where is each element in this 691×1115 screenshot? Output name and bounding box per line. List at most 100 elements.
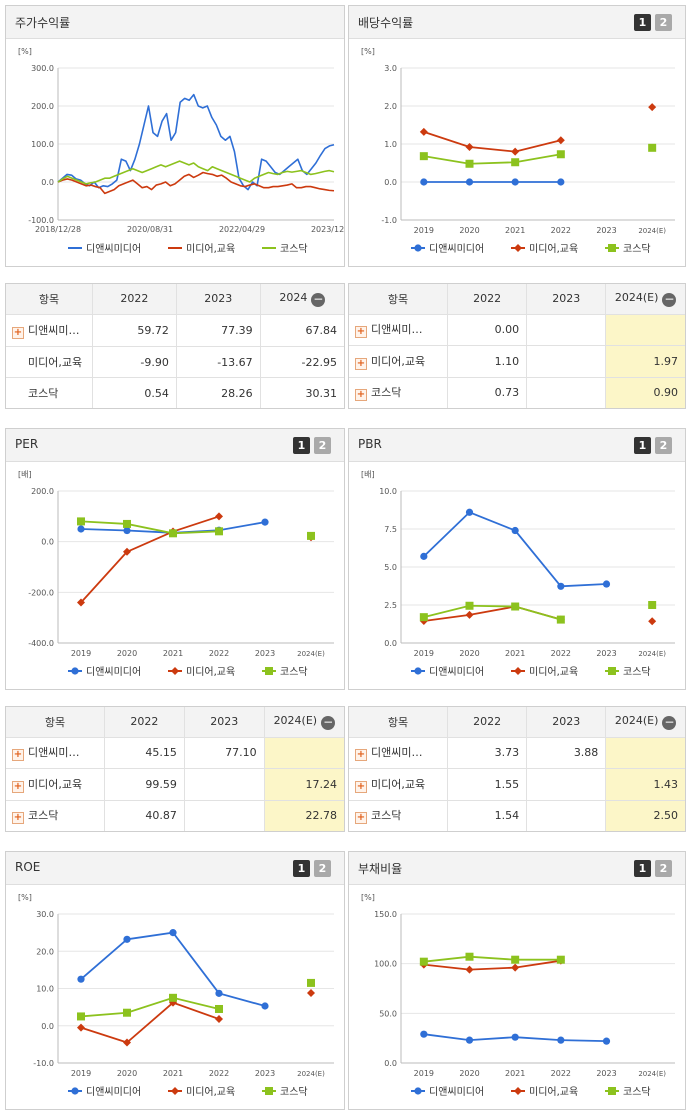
table-cell: 1.10 bbox=[447, 345, 528, 378]
data-point-kosdaq bbox=[511, 602, 520, 611]
table-row: 코스닥 0.54 28.26 30.31 bbox=[6, 377, 344, 408]
panel-title: PBR bbox=[358, 437, 382, 451]
table-header-year: 2023 bbox=[526, 284, 607, 315]
expand-icon[interactable]: + bbox=[355, 389, 367, 402]
row-label-text: 디앤씨미… bbox=[371, 746, 423, 760]
series-line-media-education bbox=[80, 515, 220, 604]
row-label[interactable]: + 미디어,교육 bbox=[349, 768, 448, 801]
x-tick-label: 2019 bbox=[71, 1069, 91, 1078]
row-label-text: 코스닥 bbox=[371, 386, 402, 400]
x-tick-label: 2023 bbox=[255, 1069, 275, 1078]
y-tick-label: 10.0 bbox=[36, 985, 54, 994]
period-toggle-2-button[interactable]: 2 bbox=[655, 14, 672, 31]
expand-icon[interactable]: + bbox=[355, 812, 367, 825]
per-panel: PER 1 2 [배] 200.0 0.0 -200.0 -400.0 2019 2020 2… bbox=[5, 428, 345, 690]
y-tick-label: 300.0 bbox=[31, 64, 54, 73]
legend-label: 디앤씨미디어 bbox=[429, 243, 484, 255]
row-label[interactable]: + 디앤씨미… bbox=[6, 314, 93, 348]
row-label[interactable]: + 미디어,교육 bbox=[6, 768, 105, 801]
table-cell: 67.84 bbox=[260, 314, 344, 348]
data-point-kosdaq bbox=[419, 152, 428, 161]
row-label[interactable]: + 코스닥 bbox=[6, 800, 105, 831]
per-table: 항목 2022 2023 2024(E) − + 디앤씨미… 45.15 77.10… bbox=[5, 706, 345, 832]
data-point-dnc-media bbox=[420, 552, 428, 560]
y-tick-label: -100.0 bbox=[28, 216, 54, 225]
row-label[interactable]: + 미디어,교육 bbox=[349, 345, 448, 378]
series-line-kosdaq bbox=[423, 955, 561, 963]
period-toggle-1-button[interactable]: 1 bbox=[293, 437, 310, 454]
data-point-kosdaq bbox=[123, 519, 131, 528]
table-header-year: 2024(E) − bbox=[605, 707, 685, 738]
y-tick-label: 0.0 bbox=[41, 538, 54, 547]
data-point-media-education bbox=[215, 512, 223, 521]
legend-label: 코스닥 bbox=[623, 1086, 651, 1098]
period-toggle-2-button[interactable]: 2 bbox=[314, 860, 331, 877]
debt-ratio-chart: [%] 150.0 100.0 50.0 0.0 2019 2020 2021 2022 2023… bbox=[361, 893, 675, 1098]
table-cell: 0.54 bbox=[92, 377, 177, 408]
data-point-dnc-media bbox=[261, 1002, 269, 1010]
expand-icon[interactable]: + bbox=[355, 326, 367, 339]
x-tick-label: 2022 bbox=[551, 226, 571, 235]
row-label[interactable]: + 코스닥 bbox=[349, 800, 448, 831]
period-toggle-2-button[interactable]: 2 bbox=[655, 860, 672, 877]
axis-unit-label: [%] bbox=[18, 893, 32, 902]
row-label-text: 미디어,교육 bbox=[371, 777, 426, 791]
expand-icon[interactable]: + bbox=[355, 780, 367, 793]
x-tick-label: 2023/12/28 bbox=[311, 225, 344, 234]
data-point-kosdaq bbox=[215, 1004, 223, 1013]
row-label[interactable]: + 디앤씨미… bbox=[349, 314, 448, 347]
legend-label: 디앤씨미디어 bbox=[429, 666, 484, 678]
data-point-media-education bbox=[123, 547, 131, 556]
legend-label: 디앤씨미디어 bbox=[86, 1086, 141, 1098]
data-point-dnc-media bbox=[261, 518, 269, 526]
legend-marker bbox=[265, 1087, 273, 1095]
roe-panel: ROE 1 2 [%] 30.0 20.0 10.0 0.0 -10.0 2019 2020 2… bbox=[5, 851, 345, 1110]
period-toggle-1-button[interactable]: 1 bbox=[293, 860, 310, 877]
row-label[interactable]: + 디앤씨미… bbox=[6, 737, 105, 770]
period-toggle-1-button[interactable]: 1 bbox=[634, 860, 651, 877]
stock-return-panel: 주가수익률 [%] 300.0 200.0 100.0 0.0 -100.0 2018/12… bbox=[5, 5, 345, 267]
data-point-media-education bbox=[648, 103, 657, 112]
table-row: + 미디어,교육 99.59 17.24 bbox=[6, 768, 344, 801]
period-toggle-2-button[interactable]: 2 bbox=[655, 437, 672, 454]
row-label[interactable]: + 코스닥 bbox=[349, 377, 448, 408]
legend-label: 코스닥 bbox=[280, 1086, 308, 1098]
period-toggle-2-button[interactable]: 2 bbox=[314, 437, 331, 454]
period-toggle-1-button[interactable]: 1 bbox=[634, 437, 651, 454]
expand-icon[interactable]: + bbox=[355, 357, 367, 370]
data-point-kosdaq bbox=[511, 158, 520, 167]
data-point-dnc-media bbox=[420, 178, 428, 186]
table-cell-estimate: 0.90 bbox=[605, 377, 685, 408]
x-tick-label: 2022 bbox=[551, 1069, 571, 1078]
row-label-text: 디앤씨미… bbox=[371, 323, 423, 337]
period-toggle-1-button[interactable]: 1 bbox=[634, 14, 651, 31]
collapse-icon[interactable]: − bbox=[311, 291, 326, 307]
row-label-text: 코스닥 bbox=[28, 387, 59, 401]
legend-label: 디앤씨미디어 bbox=[86, 243, 141, 255]
data-point-media-education bbox=[556, 136, 565, 145]
collapse-icon[interactable]: − bbox=[321, 714, 336, 730]
expand-icon[interactable]: + bbox=[12, 780, 24, 793]
row-label[interactable]: + 디앤씨미… bbox=[349, 737, 448, 770]
collapse-icon[interactable]: − bbox=[662, 714, 677, 730]
data-point-kosdaq bbox=[419, 613, 428, 622]
data-point-kosdaq bbox=[556, 955, 565, 964]
panel-title: 주가수익률 bbox=[15, 16, 71, 30]
expand-icon[interactable]: + bbox=[12, 749, 24, 762]
x-tick-label: 2020 bbox=[459, 649, 479, 658]
table-row: + 미디어,교육 1.55 1.43 bbox=[349, 768, 685, 801]
expand-icon[interactable]: + bbox=[355, 749, 367, 762]
expand-icon[interactable]: + bbox=[12, 326, 24, 339]
axis-unit-label: [배] bbox=[18, 470, 32, 479]
table-cell: 28.26 bbox=[176, 377, 261, 408]
roe-chart: [%] 30.0 20.0 10.0 0.0 -10.0 2019 2020 2021 2022 2… bbox=[18, 893, 334, 1098]
per-chart: [배] 200.0 0.0 -200.0 -400.0 2019 2020 2021 2022 2… bbox=[18, 470, 334, 678]
data-point-media-education bbox=[307, 988, 315, 997]
data-point-kosdaq bbox=[419, 957, 428, 966]
collapse-icon[interactable]: − bbox=[662, 291, 677, 307]
data-point-dnc-media bbox=[123, 935, 131, 943]
table-cell-estimate: 22.78 bbox=[264, 800, 344, 831]
expand-icon[interactable]: + bbox=[12, 812, 24, 825]
table-row: + 디앤씨미… 3.73 3.88 bbox=[349, 737, 685, 770]
row-label-text: 디앤씨미… bbox=[28, 323, 80, 337]
